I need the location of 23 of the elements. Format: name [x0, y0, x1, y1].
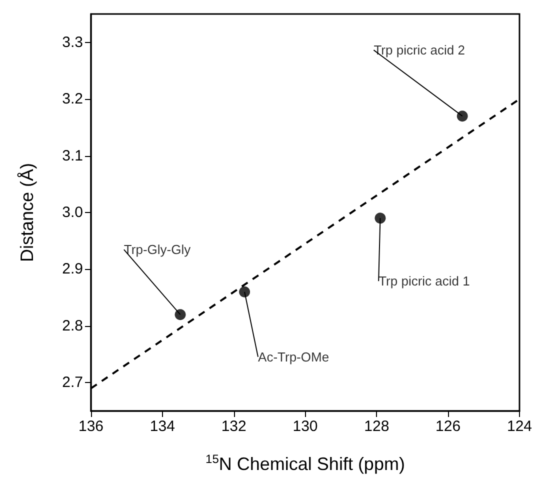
point	[239, 286, 250, 298]
y-tick-label: 3.3	[62, 34, 83, 51]
x-tick-label: 124	[506, 418, 532, 435]
annotation: Trp picric acid 1	[378, 274, 470, 289]
annotation: Trp-Gly-Gly	[124, 242, 192, 258]
point	[374, 212, 386, 224]
annotation: Ac-Trp-OMe	[258, 349, 330, 364]
x-tick-label: 126	[436, 418, 461, 435]
y-axis-title: Distance (Å)	[17, 162, 37, 262]
y-tick-label: 2.7	[62, 374, 83, 392]
x-tick-label: 134	[150, 418, 175, 435]
y-tick-label: 2.9	[62, 260, 83, 278]
y-tick-label: 2.8	[62, 317, 83, 334]
x-tick-label: 128	[364, 418, 390, 435]
x-tick-label: 136	[78, 418, 104, 435]
x-tick-label: 132	[221, 418, 246, 435]
y-tick-label: 3.0	[62, 204, 83, 221]
x-tick-label: 130	[292, 418, 318, 435]
annotation: Trp picric acid 2	[374, 42, 465, 58]
point	[456, 110, 468, 122]
y-tick-label: 3.1	[62, 147, 83, 164]
y-tick-label: 3.2	[62, 90, 83, 108]
point	[174, 309, 186, 320]
